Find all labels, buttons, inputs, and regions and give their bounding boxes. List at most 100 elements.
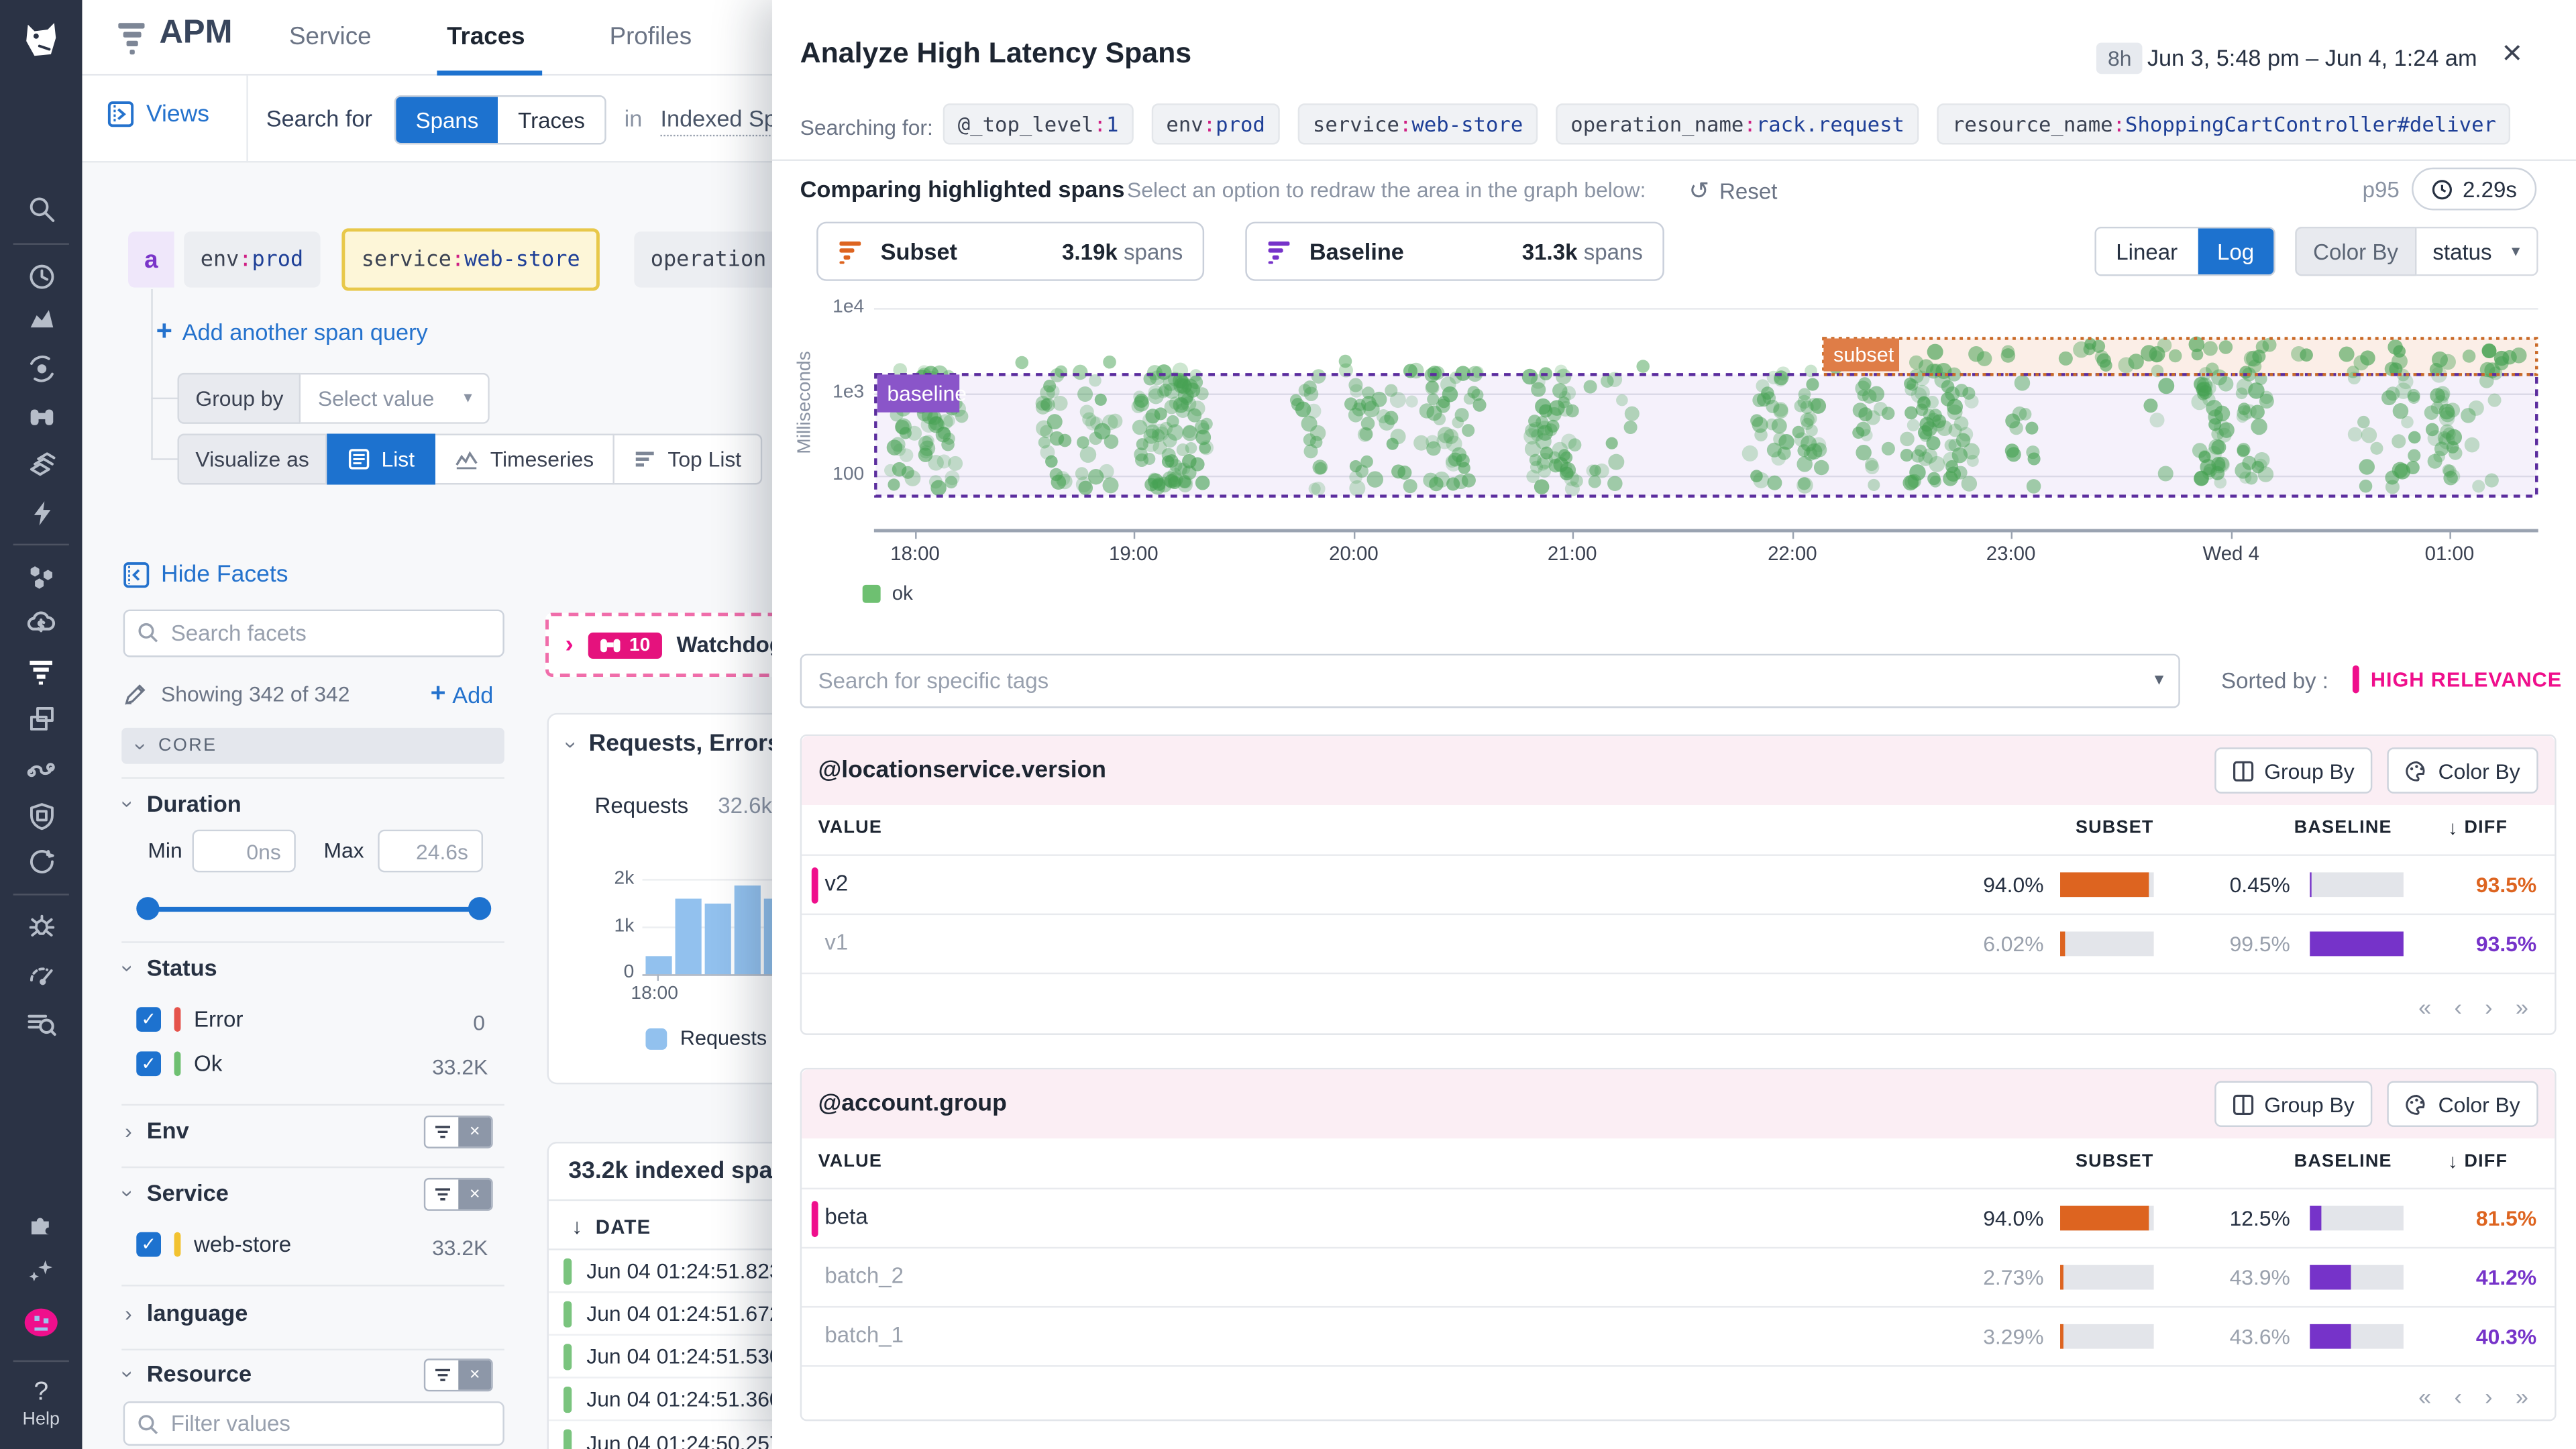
duration-max-input[interactable]	[378, 829, 484, 873]
search-icon[interactable]	[21, 189, 61, 229]
service-filter-buttons[interactable]: ×	[423, 1177, 493, 1211]
apm-icon[interactable]	[21, 651, 61, 690]
cloud-cost-icon[interactable]	[21, 603, 61, 643]
ci-visibility-icon[interactable]	[21, 841, 61, 881]
max-field[interactable]	[378, 829, 484, 873]
time-range[interactable]: Jun 3, 5:48 pm – Jun 4, 1:24 am	[2147, 44, 2477, 71]
toggle-spans[interactable]: Spans	[396, 97, 498, 144]
checkbox-checked[interactable]: ✓	[136, 1051, 162, 1077]
visualize-toplist-button[interactable]: Top List	[615, 433, 763, 485]
filter-icon[interactable]	[425, 1179, 459, 1210]
tag-search-input[interactable]	[800, 653, 2180, 708]
col-diff[interactable]: ↓ DIFF	[2447, 1150, 2508, 1173]
baseline-button[interactable]: Baseline 31.3k spans	[1245, 221, 1664, 281]
views-button[interactable]: Views	[107, 100, 209, 128]
chevron-right-icon[interactable]: ›	[565, 631, 574, 659]
filter-values-input[interactable]	[123, 1401, 504, 1446]
table-row[interactable]: beta 94.0% 12.5% 81.5%	[802, 1187, 2555, 1247]
hide-facets-button[interactable]: Hide Facets	[123, 562, 288, 588]
chevron-down-icon[interactable]: ▾	[2154, 670, 2164, 690]
user-avatar[interactable]	[21, 1303, 61, 1342]
index-selector[interactable]: Indexed Sp	[660, 105, 777, 137]
search-facets-field[interactable]	[123, 609, 504, 657]
integrations-puzzle-icon[interactable]	[21, 1203, 61, 1242]
toggle-traces[interactable]: Traces	[498, 97, 605, 144]
col-subset[interactable]: SUBSET	[2075, 818, 2154, 838]
duration-slider-track[interactable]	[148, 906, 480, 912]
subset-button[interactable]: Subset 3.19k spans	[816, 221, 1205, 281]
search-pill[interactable]: @_top_level:1	[943, 103, 1134, 145]
col-value[interactable]: VALUE	[818, 1151, 883, 1172]
infrastructure-layers-icon[interactable]	[21, 443, 61, 483]
search-pill[interactable]: env: prod	[1151, 103, 1280, 145]
span-row[interactable]: Jun 04 01:24:51.672	[548, 1293, 877, 1336]
color-by-button[interactable]: Color By	[2387, 747, 2538, 794]
span-row[interactable]: Jun 04 01:24:51.530	[548, 1336, 877, 1379]
requests-card-header[interactable]: › Requests, Errors,	[559, 731, 788, 757]
facet-resource-header[interactable]: › Resource	[116, 1360, 252, 1387]
watchdog-alert-banner[interactable]: › 10 Watchdog	[545, 612, 808, 677]
facet-row-error[interactable]: ✓ Error	[136, 1007, 243, 1032]
facet-duration-header[interactable]: › Duration	[116, 790, 241, 817]
facet-env-header[interactable]: › Env	[125, 1117, 189, 1144]
query-pill-env[interactable]: env: prod	[184, 231, 320, 288]
core-group-header[interactable]: › CORE	[121, 727, 504, 764]
rum-speedometer-icon[interactable]	[21, 956, 61, 996]
watch-scan-icon[interactable]	[21, 348, 61, 388]
metrics-icon[interactable]	[21, 297, 61, 337]
checkbox-checked[interactable]: ✓	[136, 1232, 162, 1257]
facet-language-header[interactable]: › language	[125, 1299, 248, 1326]
color-by-button[interactable]: Color By	[2387, 1081, 2538, 1128]
requests-legend[interactable]: Requests	[645, 1027, 767, 1050]
pencil-icon[interactable]	[123, 682, 148, 706]
pagination[interactable]: «‹›»	[2418, 994, 2552, 1020]
clear-filter-icon[interactable]: ×	[458, 1179, 492, 1210]
resource-filter-buttons[interactable]: ×	[423, 1358, 493, 1392]
baseline-region[interactable]	[875, 374, 2537, 496]
logs-icon[interactable]	[21, 1004, 61, 1043]
filter-icon[interactable]	[425, 1360, 459, 1390]
visualize-timeseries-button[interactable]: Timeseries	[435, 433, 616, 485]
group-by-control[interactable]: Group by Select value ▾	[177, 372, 490, 424]
search-pill[interactable]: service: web-store	[1297, 103, 1538, 145]
span-row[interactable]: Jun 04 01:24:51.823	[548, 1250, 877, 1293]
add-span-query-button[interactable]: + Add another span query	[156, 315, 428, 348]
facet-status-header[interactable]: › Status	[116, 954, 217, 981]
slider-handle-max[interactable]	[468, 897, 492, 920]
tab-service[interactable]: Service	[289, 23, 372, 51]
duration-min-input[interactable]	[192, 829, 296, 873]
facet-row-ok[interactable]: ✓ Ok	[136, 1051, 222, 1077]
help-label[interactable]: Help	[22, 1409, 60, 1430]
add-facet-button[interactable]: + Add	[431, 680, 494, 710]
min-field[interactable]	[192, 829, 296, 873]
close-icon[interactable]: ×	[2502, 34, 2522, 72]
tab-traces[interactable]: Traces	[447, 23, 525, 51]
query-pill-service[interactable]: service: web-store	[341, 228, 600, 291]
slider-handle-min[interactable]	[136, 897, 160, 920]
facet-row-web-store[interactable]: ✓ web-store	[136, 1232, 291, 1257]
filter-icon[interactable]	[425, 1117, 459, 1147]
search-pill[interactable]: resource_name: ShoppingCartController#del…	[1937, 103, 2511, 145]
visualize-list-button[interactable]: List	[327, 433, 436, 485]
table-row[interactable]: batch_1 3.29% 43.6% 40.3%	[802, 1305, 2555, 1365]
serverless-bolt-icon[interactable]	[21, 493, 61, 533]
workflows-icon[interactable]	[21, 747, 61, 787]
bits-ai-sparkles-icon[interactable]	[21, 1250, 61, 1290]
reset-button[interactable]: ↺ Reset	[1689, 176, 1778, 205]
toggle-linear[interactable]: Linear	[2096, 228, 2198, 274]
toggle-log[interactable]: Log	[2197, 228, 2274, 274]
col-diff[interactable]: ↓ DIFF	[2447, 816, 2508, 840]
help-icon[interactable]: ?	[34, 1378, 49, 1407]
recent-history-icon[interactable]	[21, 256, 61, 296]
security-shield-icon[interactable]	[21, 795, 61, 835]
table-row[interactable]: v2 94.0% 0.45% 93.5%	[802, 854, 2555, 913]
time-range-badge[interactable]: 8h	[2096, 42, 2143, 74]
color-by-select[interactable]: status ▾	[2416, 226, 2538, 276]
scale-toggle[interactable]: Linear Log	[2094, 226, 2275, 276]
p95-value-pill[interactable]: 2.29s	[2412, 167, 2537, 211]
span-row[interactable]: Jun 04 01:24:50.257	[549, 1421, 877, 1449]
clear-filter-icon[interactable]: ×	[458, 1360, 492, 1390]
col-value[interactable]: VALUE	[818, 818, 883, 838]
tag-search-field[interactable]: ▾	[800, 653, 2180, 708]
search-facets-input[interactable]	[123, 609, 504, 657]
